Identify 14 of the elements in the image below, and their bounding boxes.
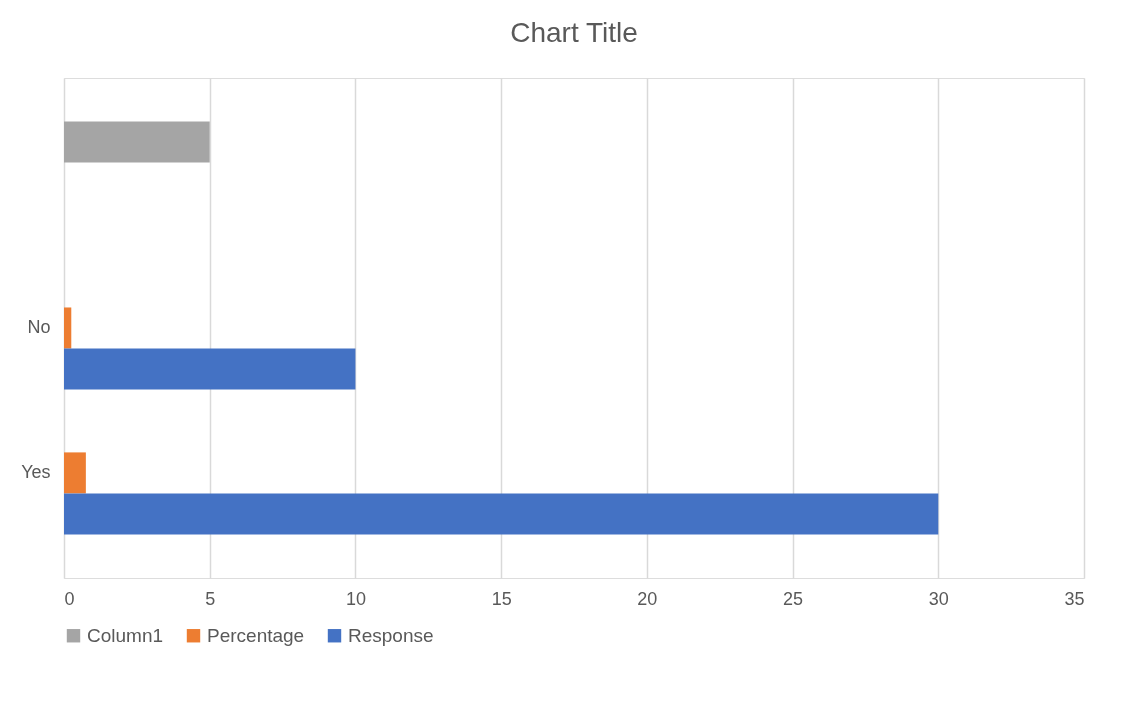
- x-tick-label: 5: [205, 588, 216, 609]
- x-tick-label: 20: [637, 588, 658, 609]
- x-tick-label: 25: [783, 588, 804, 609]
- y-tick-label: Yes: [21, 461, 51, 482]
- legend-label: Percentage: [207, 624, 305, 646]
- x-tick-label: 10: [345, 588, 366, 609]
- x-tick-label: 30: [928, 588, 949, 609]
- x-tick-label: 0: [64, 588, 75, 609]
- x-tick-label: 35: [1064, 588, 1085, 609]
- x-tick-label: 15: [491, 588, 512, 609]
- legend-label: Column1: [87, 624, 164, 646]
- legend-label: Response: [348, 624, 434, 646]
- y-tick-label: No: [27, 317, 51, 337]
- chart-title: Chart Title: [510, 17, 638, 48]
